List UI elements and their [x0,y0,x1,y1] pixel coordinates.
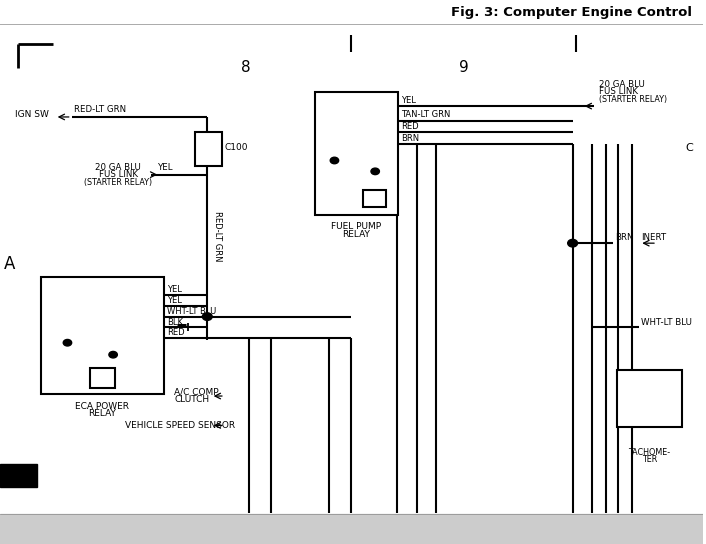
Bar [41,277,164,394]
Text: BRN: BRN [615,233,633,242]
Circle shape [568,239,578,247]
Circle shape [109,351,117,358]
Text: WHT-LT BLU: WHT-LT BLU [167,307,217,316]
Text: INERT: INERT [641,233,666,242]
Text: WHT-LT BLU: WHT-LT BLU [642,318,693,326]
Text: FUEL PUMP: FUEL PUMP [331,222,381,231]
Bar [196,132,222,166]
Text: RED: RED [167,329,185,337]
Text: IGN SW: IGN SW [16,110,49,119]
Circle shape [203,313,213,320]
Text: RED-LT GRN: RED-LT GRN [213,212,222,262]
Text: C100: C100 [225,144,249,152]
Text: YEL: YEL [167,285,182,294]
Text: 20 GA BLU: 20 GA BLU [599,80,645,89]
Text: BLK: BLK [167,318,184,326]
Bar [617,370,681,427]
Text: FUS LINK: FUS LINK [99,170,138,179]
Text: VEHICLE SPEED SENSOR: VEHICLE SPEED SENSOR [125,421,235,430]
Text: RELAY: RELAY [342,230,370,239]
Text: A: A [4,255,15,273]
Text: YEL: YEL [167,296,182,305]
Text: 9: 9 [459,60,469,76]
Bar [364,190,385,207]
Text: TAN-LT GRN: TAN-LT GRN [401,110,450,119]
Text: RELAY: RELAY [88,410,116,418]
Text: CLUTCH: CLUTCH [174,395,210,404]
Circle shape [371,168,379,175]
Text: A/C COMP: A/C COMP [174,387,219,396]
Bar [0,464,37,487]
Text: TER: TER [642,455,657,464]
Text: YEL: YEL [158,163,174,171]
Text: TACHOME-: TACHOME- [628,448,670,457]
Circle shape [330,157,339,164]
Text: ECA POWER: ECA POWER [76,402,129,411]
Text: BRN: BRN [401,134,419,143]
Bar [0,514,702,544]
Text: RED-LT GRN: RED-LT GRN [73,106,126,114]
Text: RED: RED [401,122,419,131]
Text: Fig. 3: Computer Engine Control: Fig. 3: Computer Engine Control [451,6,692,19]
Bar [90,368,115,388]
Text: 8: 8 [241,60,251,76]
Text: FUS LINK: FUS LINK [599,88,638,96]
Text: 20 GA BLU: 20 GA BLU [95,163,141,171]
Text: C: C [685,143,693,153]
Text: (STARTER RELAY): (STARTER RELAY) [599,95,666,104]
Bar [315,92,397,215]
Circle shape [64,339,72,346]
Text: YEL: YEL [401,96,416,104]
Text: (STARTER RELAY): (STARTER RELAY) [84,178,152,187]
